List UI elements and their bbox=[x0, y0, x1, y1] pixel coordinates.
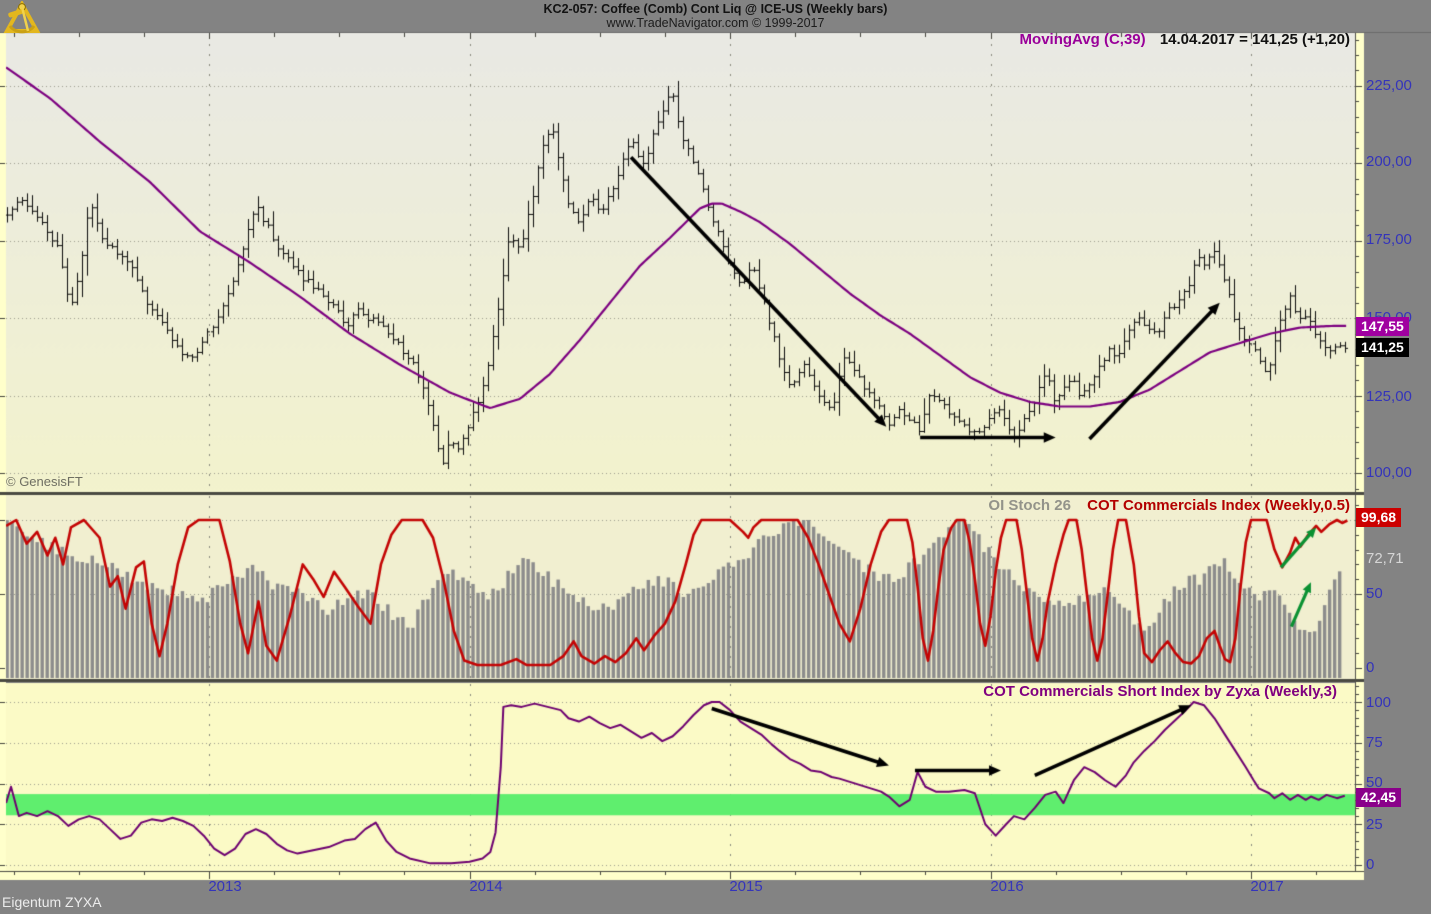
price-tick-200: 200,00 bbox=[1366, 153, 1412, 170]
x-axis-year-2017: 2017 bbox=[1250, 878, 1284, 895]
chart-subtitle: www.TradeNavigator.com © 1999-2017 bbox=[606, 16, 825, 30]
cot-commercials-index-label[interactable]: COT Commercials Index (Weekly,0.5) bbox=[1087, 497, 1350, 514]
oi-tick-0: 0 bbox=[1366, 659, 1375, 676]
cot-short-index-header[interactable]: COT Commercials Short Index by Zyxa (Wee… bbox=[983, 683, 1337, 700]
x-axis-year-2013: 2013 bbox=[208, 878, 242, 895]
last-price-tag: 141,25 bbox=[1356, 338, 1409, 357]
x-axis-year-2014: 2014 bbox=[469, 878, 503, 895]
cot-tick-75: 75 bbox=[1366, 734, 1383, 751]
chart-title: KC2-057: Coffee (Comb) Cont Liq @ ICE-US… bbox=[543, 2, 888, 16]
ma-value-tag: 147,55 bbox=[1356, 317, 1409, 336]
ownership-watermark: Eigentum ZYXA bbox=[2, 894, 102, 910]
cot-index-value-tag: 99,68 bbox=[1356, 508, 1402, 527]
genesis-copyright: © GenesisFT bbox=[6, 474, 83, 489]
moving-avg-value: 14.04.2017 = 141,25 (+1,20) bbox=[1159, 31, 1350, 48]
x-axis-year-2015: 2015 bbox=[729, 878, 763, 895]
oi-tick-50: 50 bbox=[1366, 585, 1383, 602]
moving-avg-label[interactable]: MovingAvg (C,39) bbox=[1019, 31, 1146, 48]
price-tick-100: 100,00 bbox=[1366, 464, 1412, 481]
x-axis-year-2016: 2016 bbox=[990, 878, 1024, 895]
oi-bars-value-tag: 72,71 bbox=[1366, 550, 1404, 567]
cot-tick-100: 100 bbox=[1366, 694, 1392, 711]
cot-tick-25: 25 bbox=[1366, 816, 1383, 833]
oi-stoch-label[interactable]: OI Stoch 26 bbox=[988, 497, 1071, 514]
cot-short-value-tag: 42,45 bbox=[1356, 788, 1402, 807]
price-tick-125: 125,00 bbox=[1366, 388, 1412, 405]
genesis-sextant-icon bbox=[3, 1, 41, 34]
cot-tick-50: 50 bbox=[1366, 774, 1383, 791]
cot-tick-0: 0 bbox=[1366, 856, 1375, 873]
oi-panel-header: OI Stoch 26 COT Commercials Index (Weekl… bbox=[988, 497, 1350, 514]
moving-avg-legend: MovingAvg (C,39) 14.04.2017 = 141,25 (+1… bbox=[1020, 31, 1350, 48]
price-tick-225: 225,00 bbox=[1366, 77, 1412, 94]
price-tick-175: 175,00 bbox=[1366, 231, 1412, 248]
